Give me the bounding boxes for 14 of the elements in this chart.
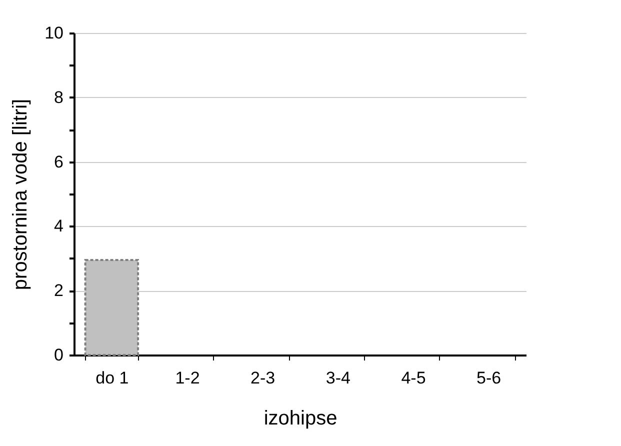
y-axis-title: prostornina vode [litri] [10, 98, 32, 290]
x-tick-label: 5-6 [476, 368, 502, 388]
y-tick-label: 6 [54, 152, 64, 172]
y-tick-label: 4 [54, 216, 64, 236]
x-tick-label: 2-3 [250, 368, 276, 388]
y-tick-label: 8 [54, 88, 64, 107]
y-tick-label: 2 [54, 281, 64, 300]
x-tick-label: do 1 [96, 368, 129, 388]
x-tick-label: 1-2 [175, 368, 200, 388]
y-tick-label: 10 [44, 24, 64, 42]
y-tick-label: 0 [54, 346, 64, 364]
x-axis-title: izohipse [264, 408, 338, 430]
x-tick-label: 3-4 [326, 368, 350, 388]
x-tick-label: 4-5 [401, 368, 426, 388]
